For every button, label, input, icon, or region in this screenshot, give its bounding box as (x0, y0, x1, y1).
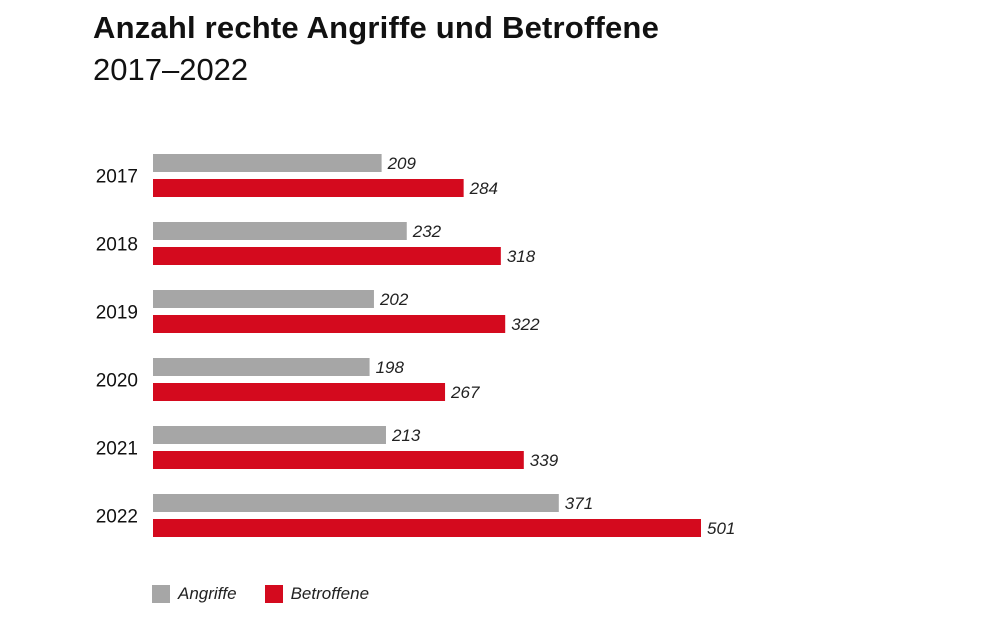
value-label-angriffe-2018: 232 (412, 222, 442, 241)
value-label-angriffe-2022: 371 (565, 494, 593, 513)
bar-betroffene-2020 (153, 383, 446, 401)
bar-betroffene-2021 (153, 451, 524, 469)
legend-label-angriffe: Angriffe (178, 584, 237, 603)
legend-swatch-angriffe (152, 585, 170, 603)
legend-item-angriffe: Angriffe (152, 584, 237, 604)
year-label-2021: 2021 (96, 439, 138, 460)
chart-title: Anzahl rechte Angriffe und Betroffene (93, 10, 660, 45)
legend-item-betroffene: Betroffene (264, 584, 370, 604)
value-label-angriffe-2017: 209 (387, 154, 417, 173)
value-label-betroffene-2019: 322 (511, 315, 540, 334)
bar-angriffe-2020 (153, 358, 370, 376)
value-label-betroffene-2022: 501 (707, 519, 735, 538)
bar-angriffe-2021 (153, 426, 386, 444)
chart-subtitle: 2017–2022 (93, 52, 249, 87)
value-label-betroffene-2018: 318 (507, 247, 536, 266)
legend-label-betroffene: Betroffene (290, 584, 370, 603)
value-label-angriffe-2019: 202 (379, 290, 409, 309)
bar-betroffene-2019 (153, 315, 506, 333)
year-label-2020: 2020 (96, 371, 138, 392)
value-label-betroffene-2020: 267 (450, 383, 480, 402)
legend-swatch-betroffene (264, 585, 283, 603)
legend: Angriffe Betroffene (152, 584, 387, 604)
year-label-2018: 2018 (96, 235, 138, 256)
bar-betroffene-2018 (153, 247, 501, 265)
value-label-angriffe-2021: 213 (391, 426, 421, 445)
value-label-betroffene-2017: 284 (469, 179, 498, 198)
bar-angriffe-2018 (153, 222, 407, 240)
year-label-2022: 2022 (96, 507, 138, 528)
bar-angriffe-2019 (153, 290, 374, 308)
bar-angriffe-2017 (153, 154, 382, 172)
value-label-angriffe-2020: 198 (376, 358, 405, 377)
value-label-betroffene-2021: 339 (530, 451, 559, 470)
bar-betroffene-2022 (153, 519, 701, 537)
year-label-2017: 2017 (96, 167, 138, 188)
year-label-2019: 2019 (96, 303, 138, 324)
bar-betroffene-2017 (153, 179, 464, 197)
bar-angriffe-2022 (153, 494, 559, 512)
